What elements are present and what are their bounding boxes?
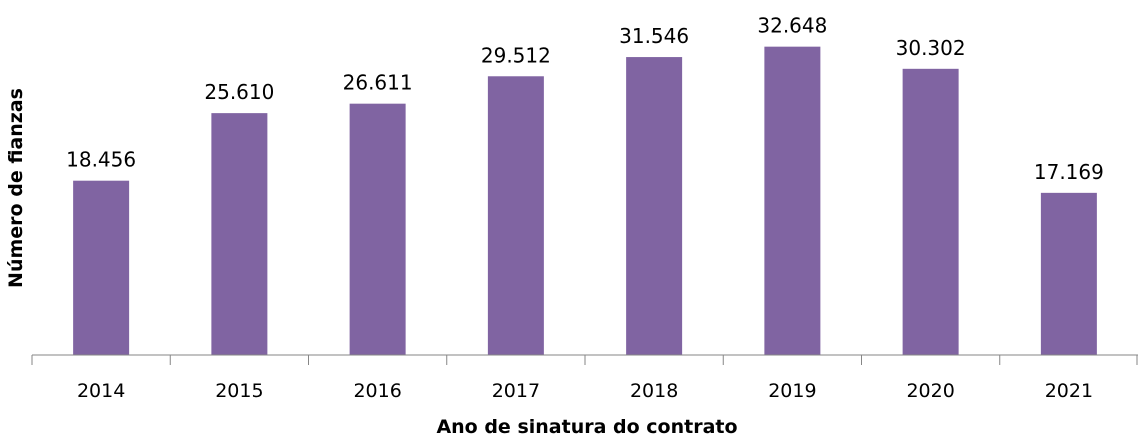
x-tick-label-2014: 2014	[77, 380, 125, 402]
bar-2020	[902, 68, 959, 355]
bars-group	[73, 46, 1097, 356]
x-tick-label-2021: 2021	[1045, 380, 1093, 402]
bar-2015	[211, 113, 268, 355]
data-label-2016: 26.611	[343, 71, 413, 95]
y-axis-title: Número de fianzas	[5, 88, 27, 288]
x-axis-title: Ano de sinatura do contrato	[436, 416, 737, 438]
x-tick-label-2019: 2019	[768, 380, 816, 402]
x-tick-label-2016: 2016	[353, 380, 401, 402]
data-label-2019: 32.648	[757, 14, 827, 38]
data-label-2015: 25.610	[204, 80, 274, 104]
bar-2019	[764, 46, 821, 355]
data-label-2014: 18.456	[66, 148, 136, 172]
bar-2021	[1040, 192, 1097, 355]
data-label-2018: 31.546	[619, 24, 689, 48]
data-label-2021: 17.169	[1034, 160, 1104, 184]
bar-2018	[626, 57, 683, 356]
bar-2017	[487, 76, 544, 355]
bar-2016	[349, 103, 406, 355]
data-label-2020: 30.302	[896, 36, 966, 60]
x-tick-label-2020: 2020	[906, 380, 954, 402]
data-label-2017: 29.512	[481, 43, 551, 67]
value-labels-group: 18.456 25.610 26.611 29.512 31.546 32.648 30.3…	[66, 14, 1104, 184]
x-axis-ticks	[31, 355, 1138, 365]
x-tick-label-2018: 2018	[630, 380, 678, 402]
bar-2014	[73, 180, 130, 355]
x-tick-label-2015: 2015	[215, 380, 263, 402]
x-tick-label-2017: 2017	[492, 380, 540, 402]
x-axis-tick-labels: 2014 2015 2016 2017 2018 2019 2020 2021	[77, 380, 1093, 402]
